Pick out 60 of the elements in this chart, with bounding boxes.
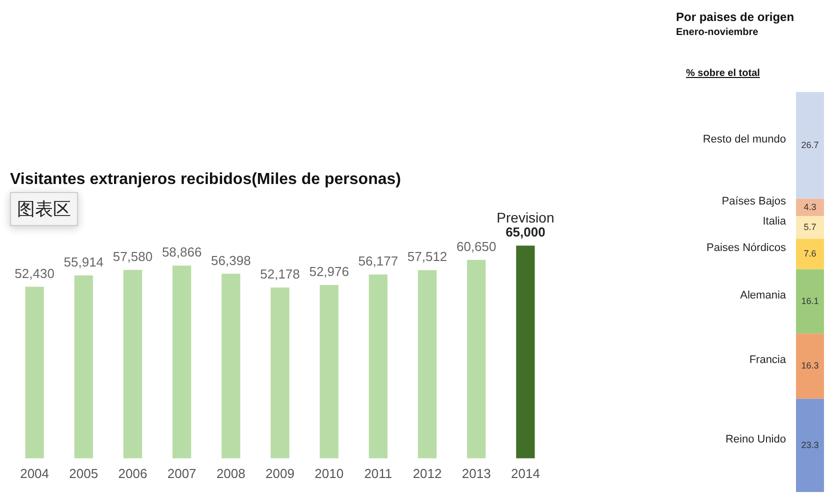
x-tick-label: 2009 bbox=[266, 466, 294, 481]
x-tick-label: 2008 bbox=[216, 466, 246, 481]
data-label: 7.6 bbox=[804, 248, 816, 258]
chart-subtitle: Enero-noviembre bbox=[676, 27, 758, 38]
bar bbox=[796, 92, 824, 199]
x-tick-label: 2007 bbox=[167, 466, 196, 481]
bar bbox=[516, 246, 535, 458]
data-label: 52,430 bbox=[14, 266, 54, 281]
data-label: 57,580 bbox=[112, 248, 153, 264]
data-label: 23.3 bbox=[801, 440, 819, 450]
data-label: 5.7 bbox=[804, 222, 816, 232]
bar bbox=[74, 275, 93, 458]
data-label: 56,177 bbox=[358, 254, 398, 269]
bar bbox=[368, 274, 388, 458]
series-label: Paises Nórdicos bbox=[706, 242, 786, 254]
bar bbox=[796, 216, 824, 239]
data-label: 52,976 bbox=[309, 264, 349, 280]
data-label: 26.7 bbox=[801, 140, 819, 150]
x-tick-label: 2012 bbox=[412, 466, 442, 481]
data-label: 16.1 bbox=[801, 296, 819, 306]
data-label: 58,866 bbox=[162, 244, 202, 260]
x-tick-label: 2004 bbox=[20, 466, 50, 481]
bar bbox=[320, 284, 338, 458]
x-tick-label: 2005 bbox=[69, 466, 98, 481]
bar bbox=[222, 274, 240, 458]
series-label: Alemania bbox=[740, 289, 787, 302]
bar bbox=[796, 334, 824, 399]
data-label: 16.3 bbox=[801, 360, 819, 371]
annotation: Prevision bbox=[496, 209, 554, 226]
text: % sobre el total bbox=[686, 68, 760, 79]
bar bbox=[123, 270, 142, 458]
x-tick-label: 2011 bbox=[364, 466, 392, 481]
series-label: Reino Unido bbox=[725, 433, 786, 446]
bar bbox=[25, 286, 44, 458]
x-tick-label: 2006 bbox=[118, 466, 148, 481]
data-label: 60,650 bbox=[456, 238, 496, 254]
bar bbox=[796, 238, 824, 270]
bar bbox=[418, 270, 437, 458]
text: 图表区 bbox=[10, 192, 78, 226]
bar bbox=[172, 266, 192, 458]
bar bbox=[796, 398, 824, 492]
series-label: Países Bajos bbox=[722, 195, 786, 208]
series-label: Resto del mundo bbox=[702, 133, 786, 146]
chart-title: Por paises de origen bbox=[676, 10, 794, 24]
data-label: 56,398 bbox=[211, 252, 251, 268]
x-tick-label: 2014 bbox=[510, 466, 540, 481]
data-label: 57,512 bbox=[407, 249, 448, 264]
x-tick-label: 2010 bbox=[314, 466, 344, 481]
bar bbox=[467, 260, 486, 458]
bar bbox=[796, 198, 824, 216]
data-label: 52,178 bbox=[260, 266, 300, 282]
series-label: Francia bbox=[749, 354, 787, 366]
chart-title: Visitantes extranjeros recibidos(Miles de personas) bbox=[10, 171, 401, 188]
x-tick-label: 2013 bbox=[462, 466, 491, 481]
data-label: 55,914 bbox=[64, 254, 104, 270]
data-label: 4.3 bbox=[804, 202, 816, 212]
bar bbox=[270, 288, 290, 458]
bar bbox=[796, 269, 824, 334]
data-label: 65,000 bbox=[506, 224, 546, 240]
series-label: Italia bbox=[762, 215, 787, 228]
